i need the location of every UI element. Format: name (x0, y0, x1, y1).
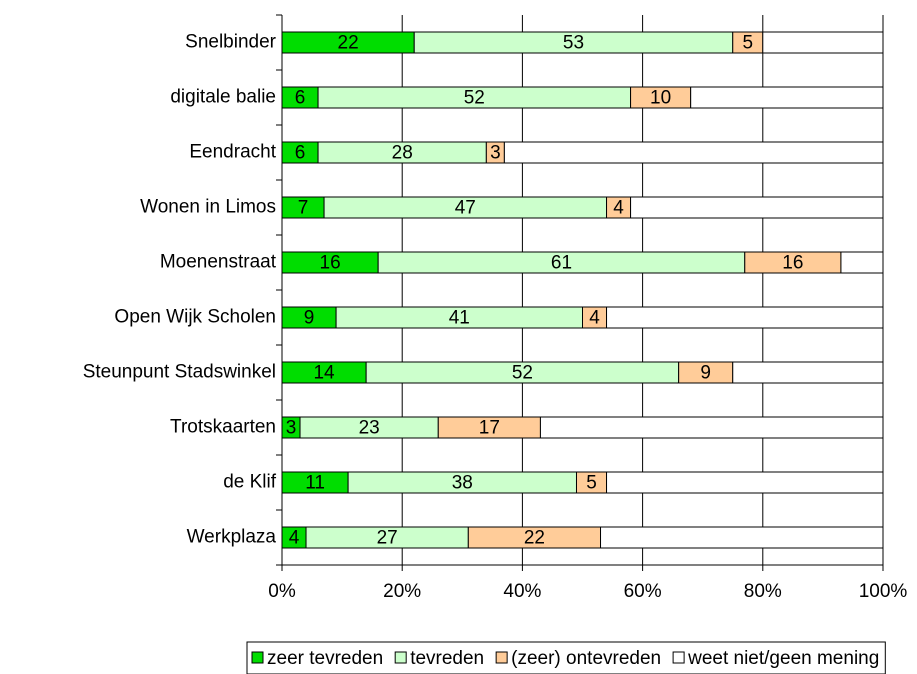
data-label: 4 (613, 198, 624, 219)
y-tick-label: Moenenstraat (160, 252, 277, 273)
legend-box (246, 641, 886, 674)
bar-segment (600, 526, 884, 549)
data-label: 38 (452, 473, 473, 494)
data-label: 28 (392, 143, 413, 164)
data-label: 7 (298, 198, 309, 219)
data-label: 41 (449, 308, 470, 329)
data-label: 53 (563, 33, 584, 54)
bar-segment (732, 361, 884, 384)
data-label: 5 (742, 33, 753, 54)
legend-swatch (394, 651, 407, 664)
legend-label: weet niet/geen mening (687, 648, 879, 669)
data-label: 6 (295, 88, 306, 109)
y-tick-label: Snelbinder (185, 32, 277, 53)
data-label: 61 (551, 253, 572, 274)
data-label: 22 (338, 33, 359, 54)
data-label: 4 (589, 308, 600, 329)
bar-segment (606, 471, 884, 494)
legend-label: tevreden (410, 648, 484, 669)
x-tick-label: 80% (744, 581, 782, 602)
data-label: 3 (490, 143, 501, 164)
x-tick-label: 0% (268, 581, 296, 602)
bar-segment (503, 141, 884, 164)
data-label: 6 (295, 143, 306, 164)
legend-swatch (672, 651, 685, 664)
bar-segment (840, 251, 884, 274)
data-label: 4 (289, 528, 300, 549)
data-label: 22 (524, 528, 545, 549)
data-label: 16 (782, 253, 803, 274)
y-tick-label: Eendracht (189, 142, 276, 163)
y-tick-label: Trotskaarten (170, 417, 276, 438)
y-tick-label: Wonen in Limos (140, 197, 276, 218)
bar-segment (690, 86, 884, 109)
bar-segment (630, 196, 884, 219)
data-label: 10 (650, 88, 671, 109)
y-tick-label: Steunpunt Stadswinkel (83, 362, 276, 383)
data-label: 9 (700, 363, 711, 384)
data-label: 23 (359, 418, 380, 439)
x-tick-label: 100% (859, 581, 908, 602)
data-label: 52 (464, 88, 485, 109)
y-tick-label: Werkplaza (187, 527, 277, 548)
bar-segment (606, 306, 884, 329)
legend-label: zeer tevreden (267, 648, 383, 669)
x-tick-label: 20% (383, 581, 421, 602)
data-label: 16 (320, 253, 341, 274)
data-label: 5 (586, 473, 597, 494)
x-tick-label: 60% (624, 581, 662, 602)
y-tick-label: digitale balie (170, 87, 276, 108)
data-label: 52 (512, 363, 533, 384)
data-label: 11 (305, 473, 325, 494)
bar-segment (762, 31, 884, 54)
y-tick-label: de Klif (223, 472, 277, 493)
x-tick-label: 40% (503, 581, 541, 602)
data-label: 14 (313, 363, 335, 384)
legend-swatch (251, 651, 264, 664)
data-label: 27 (377, 528, 398, 549)
data-label: 9 (304, 308, 315, 329)
data-label: 3 (286, 418, 297, 439)
data-label: 47 (455, 198, 476, 219)
data-label: 17 (479, 418, 500, 439)
y-tick-label: Open Wijk Scholen (114, 307, 276, 328)
legend-swatch (495, 651, 508, 664)
legend-label: (zeer) ontevreden (511, 648, 661, 669)
bar-segment (539, 416, 884, 439)
